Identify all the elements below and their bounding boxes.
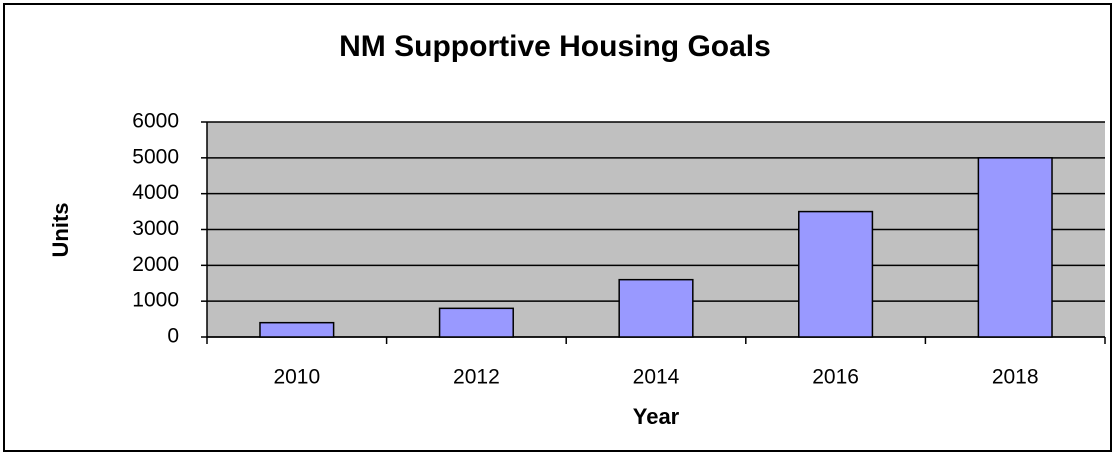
y-tick-label: 2000: [132, 253, 179, 276]
bar: [618, 278, 694, 338]
bar: [259, 321, 335, 338]
y-tick-label: 0: [167, 325, 179, 348]
y-axis-label: Units: [48, 203, 73, 258]
y-tick-label: 4000: [132, 181, 179, 204]
chart-title: NM Supportive Housing Goals: [339, 30, 771, 63]
x-tick-label: 2010: [273, 366, 320, 389]
y-tick-label: 5000: [132, 145, 179, 168]
bar: [977, 157, 1053, 338]
x-tick-label: 2018: [992, 366, 1039, 389]
y-tick-label: 6000: [132, 110, 179, 133]
bar: [798, 210, 874, 338]
y-tick-label: 3000: [132, 217, 179, 240]
x-tick-label: 2016: [812, 366, 859, 389]
bar: [438, 307, 514, 338]
x-tick-label: 2014: [633, 366, 680, 389]
x-axis-label: Year: [633, 404, 680, 429]
x-tick-label: 2012: [453, 366, 500, 389]
y-tick-label: 1000: [132, 289, 179, 312]
